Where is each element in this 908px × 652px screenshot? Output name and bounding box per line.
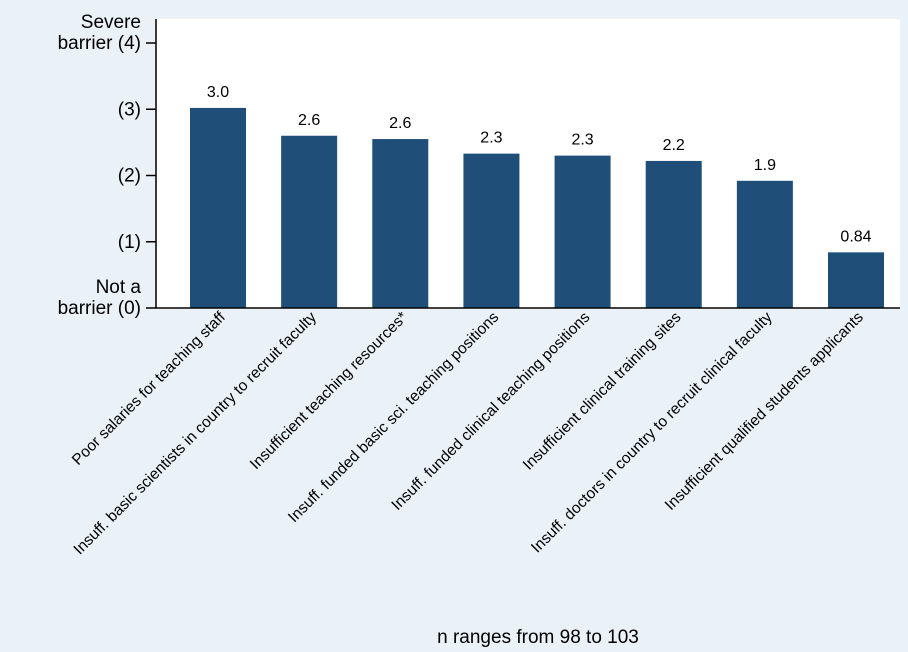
sample-size-note: n ranges from 98 to 103 [437,627,639,648]
y-tick-label: Severe [81,12,141,33]
bar [372,139,429,308]
bars-group [190,107,884,308]
bar-value-label: 2.3 [480,130,502,147]
y-tick-label: barrier (4) [58,33,141,54]
value-labels-group: 3.0 2.6 2.6 2.3 2.3 2.2 1.9 0.84 [207,84,872,245]
bar [554,155,611,308]
bar [736,180,793,308]
bar-value-label: 2.6 [389,115,411,132]
y-tick-label: Not a [96,277,142,298]
bar-value-label: 3.0 [207,84,229,101]
y-tick-label: (2) [118,166,141,187]
bar [281,135,338,308]
bar [463,153,520,308]
bar-value-label: 0.84 [840,228,871,245]
bar [645,160,702,308]
y-tick-label: barrier (0) [58,298,141,319]
bar-value-label: 2.3 [571,132,593,149]
y-tick-label: (1) [118,232,141,253]
bar [190,107,246,308]
y-tick-label: (3) [118,99,141,120]
bar-value-label: 1.9 [754,157,776,174]
bar [828,252,884,308]
bar-value-label: 2.2 [663,137,685,154]
bar-value-label: 2.6 [298,112,320,129]
